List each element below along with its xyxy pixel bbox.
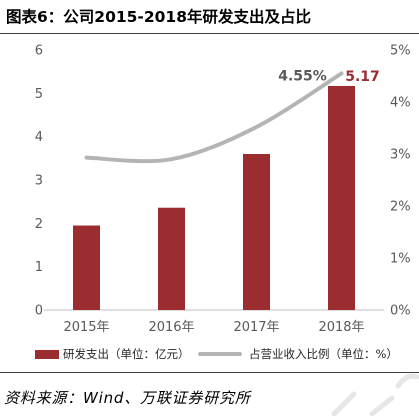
y-left-tick-label: 3 [35,174,43,189]
y-left-tick-label: 1 [35,260,43,275]
data-label: 5.17 [345,69,380,85]
x-tick-label: 2017年 [233,320,279,335]
bar-2015年 [73,225,100,310]
x-tick-label: 2015年 [63,320,109,335]
y-left-tick-label: 2 [35,217,43,232]
source-note: 资料来源：Wind、万联证券研究所 [4,389,251,407]
y-left-tick-label: 4 [35,130,43,145]
legend-label-rd-expense: 研发支出（单位：亿元） [63,347,190,361]
y-right-tick-label: 0% [390,304,411,319]
title-divider [0,33,419,34]
figure-title: 图表6：公司2015-2018年研发支出及占比 [6,8,311,26]
y-left-tick-label: 6 [35,44,43,59]
legend-swatch-revenue-ratio [198,352,242,356]
y-left-tick-label: 0 [35,304,43,319]
watermark-stroke [395,373,419,389]
y-right-tick-label: 1% [390,252,411,267]
legend-swatch-rd-expense [35,350,59,359]
y-right-tick-label: 4% [390,96,411,111]
data-label: 4.55% [278,68,327,84]
data-labels: 5.17 4.55% [278,68,380,85]
watermark-logo [331,373,419,416]
y-left-tick-label: 5 [35,87,43,102]
line-series-revenue-ratio [84,71,344,164]
bar-2018年 [328,85,355,310]
source-divider [0,372,419,373]
y-right-tick-label: 5% [390,44,411,59]
bar-2017年 [243,154,270,310]
bar-2016年 [158,207,185,310]
watermark-stroke [369,395,395,416]
bar-series-rd-expense [73,85,355,310]
legend-label-revenue-ratio: 占营业收入比例（单位：%） [249,347,398,361]
watermark-stroke [331,391,357,416]
y-right-tick-label: 3% [390,148,411,163]
axes: 0 1 2 3 4 5 6 0% 1% 2% 3% 4% 5% 2015年 2016年 2017年 2018年 [35,44,411,336]
x-tick-label: 2018年 [318,320,364,335]
y-right-tick-label: 2% [390,200,411,215]
line-path-revenue-ratio [84,71,344,164]
x-tick-label: 2016年 [148,320,194,335]
